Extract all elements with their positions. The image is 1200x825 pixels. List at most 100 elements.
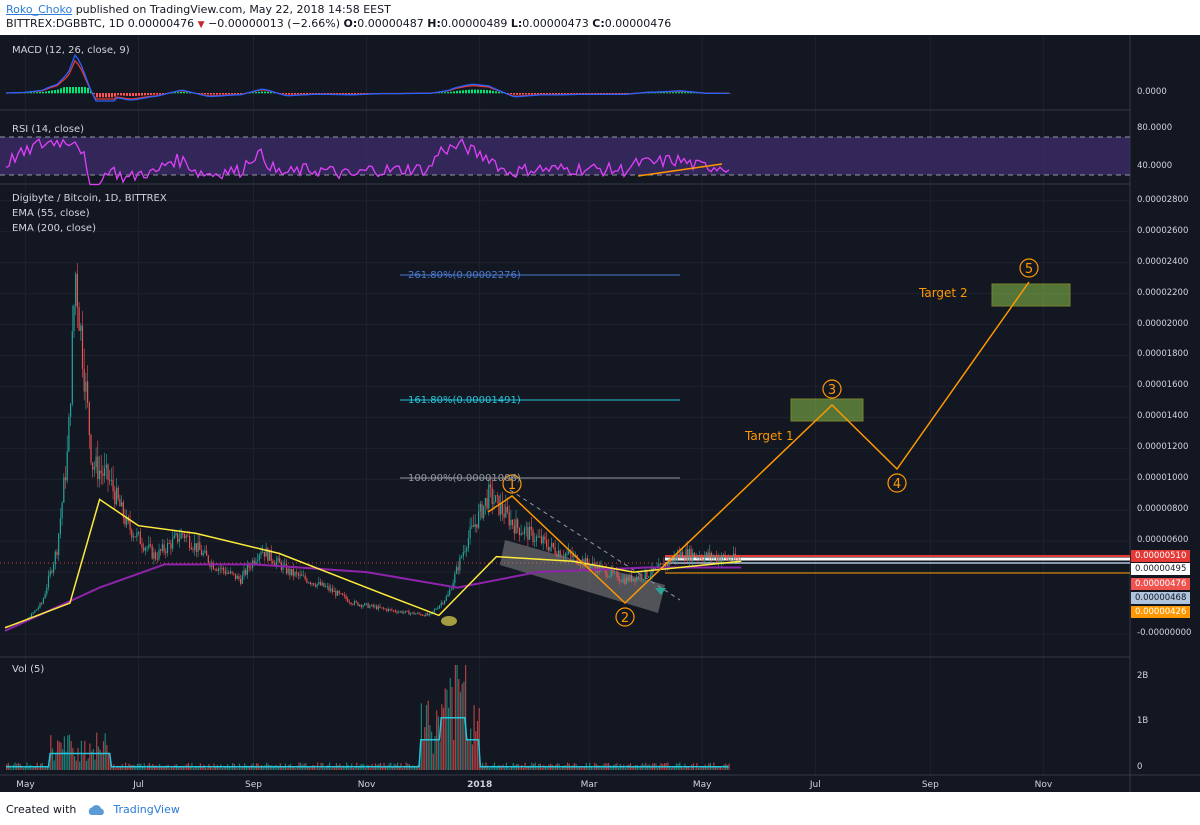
volume-bar: [357, 766, 360, 770]
macd-histogram-bar: [318, 93, 320, 94]
volume-bar: [230, 766, 232, 770]
candle-body: [612, 569, 614, 573]
volume-bar: [318, 768, 320, 770]
tradingview-brand[interactable]: TradingView: [113, 803, 180, 816]
candle-body: [85, 381, 87, 392]
macd-histogram-bar: [684, 92, 686, 94]
volume-bar: [417, 764, 419, 770]
volume-bar: [33, 766, 35, 770]
macd-histogram-bar: [204, 93, 206, 95]
candle-body: [461, 556, 463, 558]
volume-bar: [638, 766, 640, 770]
candle-body: [112, 479, 114, 492]
cloud-icon: [88, 805, 104, 815]
macd-histogram-bar: [492, 90, 494, 94]
macd-histogram-bar: [486, 90, 488, 94]
candle-body: [712, 557, 714, 559]
candle-body: [512, 519, 514, 526]
macd-histogram-bar: [63, 87, 65, 94]
macd-histogram-bar: [681, 92, 683, 94]
volume-bar: [432, 753, 434, 770]
author-link[interactable]: Roko_Choko: [6, 3, 73, 16]
wave-2-label: 2: [621, 611, 629, 626]
candle-body: [231, 571, 233, 574]
volume-bar: [91, 751, 93, 770]
macd-histogram-bar: [660, 92, 662, 94]
volume-bar: [21, 766, 23, 770]
macd-histogram-bar: [450, 91, 452, 94]
candle-body: [586, 557, 588, 564]
macd-histogram-bar: [102, 93, 104, 98]
candle-body: [246, 565, 248, 575]
candle-body: [90, 435, 92, 463]
macd-histogram-bar: [156, 93, 158, 95]
candle-body: [518, 527, 520, 536]
candle-body: [619, 579, 621, 582]
candle-body: [438, 605, 441, 609]
candle-body: [590, 565, 592, 568]
volume-bar: [114, 768, 116, 770]
candle-body: [486, 498, 488, 509]
volume-bar: [385, 765, 387, 770]
volume-bar: [184, 765, 186, 770]
candle-body: [163, 544, 165, 552]
candle-body: [377, 606, 379, 610]
candle-body: [644, 569, 646, 579]
macd-histogram-bar: [690, 92, 692, 94]
candle-body: [311, 583, 313, 584]
volume-bar: [391, 767, 394, 770]
candle-body: [240, 578, 242, 584]
volume-bar: [101, 753, 103, 770]
candle-body: [501, 503, 503, 514]
candle-body: [469, 527, 471, 538]
volume-bar: [79, 761, 81, 770]
candle-body: [136, 532, 138, 538]
volume-bar: [694, 768, 696, 770]
candle-body: [374, 606, 376, 607]
macd-histogram-bar: [612, 93, 614, 94]
macd-histogram-bar: [618, 93, 620, 94]
macd-histogram-bar: [108, 93, 110, 98]
volume-bar: [87, 758, 89, 770]
volume-bar: [38, 767, 40, 770]
candle-body: [425, 613, 427, 617]
macd-histogram-bar: [45, 91, 47, 94]
candle-body: [124, 517, 126, 525]
candle-body: [348, 601, 350, 603]
volume-bar: [522, 767, 524, 770]
macd-histogram-bar: [288, 93, 290, 95]
candle-body: [683, 558, 685, 560]
volume-bar: [687, 766, 689, 770]
macd-histogram-bar: [138, 93, 140, 96]
candle-body: [636, 576, 638, 582]
volume-bar: [46, 766, 48, 770]
candle-body: [472, 525, 475, 527]
volume-bar: [488, 768, 490, 770]
candle-body: [529, 526, 531, 540]
candle-body: [381, 607, 383, 609]
time-axis-tick: Jul: [809, 780, 821, 790]
candle-body: [546, 539, 548, 547]
candle-body: [257, 560, 259, 562]
candle-body: [693, 552, 696, 558]
volume-bar: [315, 768, 317, 770]
macd-histogram-bar: [72, 87, 74, 94]
candle-body: [569, 551, 571, 555]
volume-bar: [85, 760, 88, 770]
candle-body: [76, 273, 78, 308]
candle-body: [284, 563, 286, 565]
macd-histogram-bar: [513, 93, 515, 95]
high-value: 0.00000489: [440, 17, 508, 30]
volume-bar: [80, 740, 82, 770]
candle-body: [620, 581, 622, 583]
volume-bar: [672, 767, 674, 770]
candle-body: [192, 549, 194, 551]
volume-bar: [283, 766, 285, 770]
volume-bar: [82, 754, 84, 770]
time-axis-tick: Sep: [921, 780, 939, 790]
candle-body: [389, 609, 391, 610]
volume-bar: [420, 703, 422, 770]
candle-body: [353, 601, 356, 605]
volume-bars: [6, 665, 730, 770]
